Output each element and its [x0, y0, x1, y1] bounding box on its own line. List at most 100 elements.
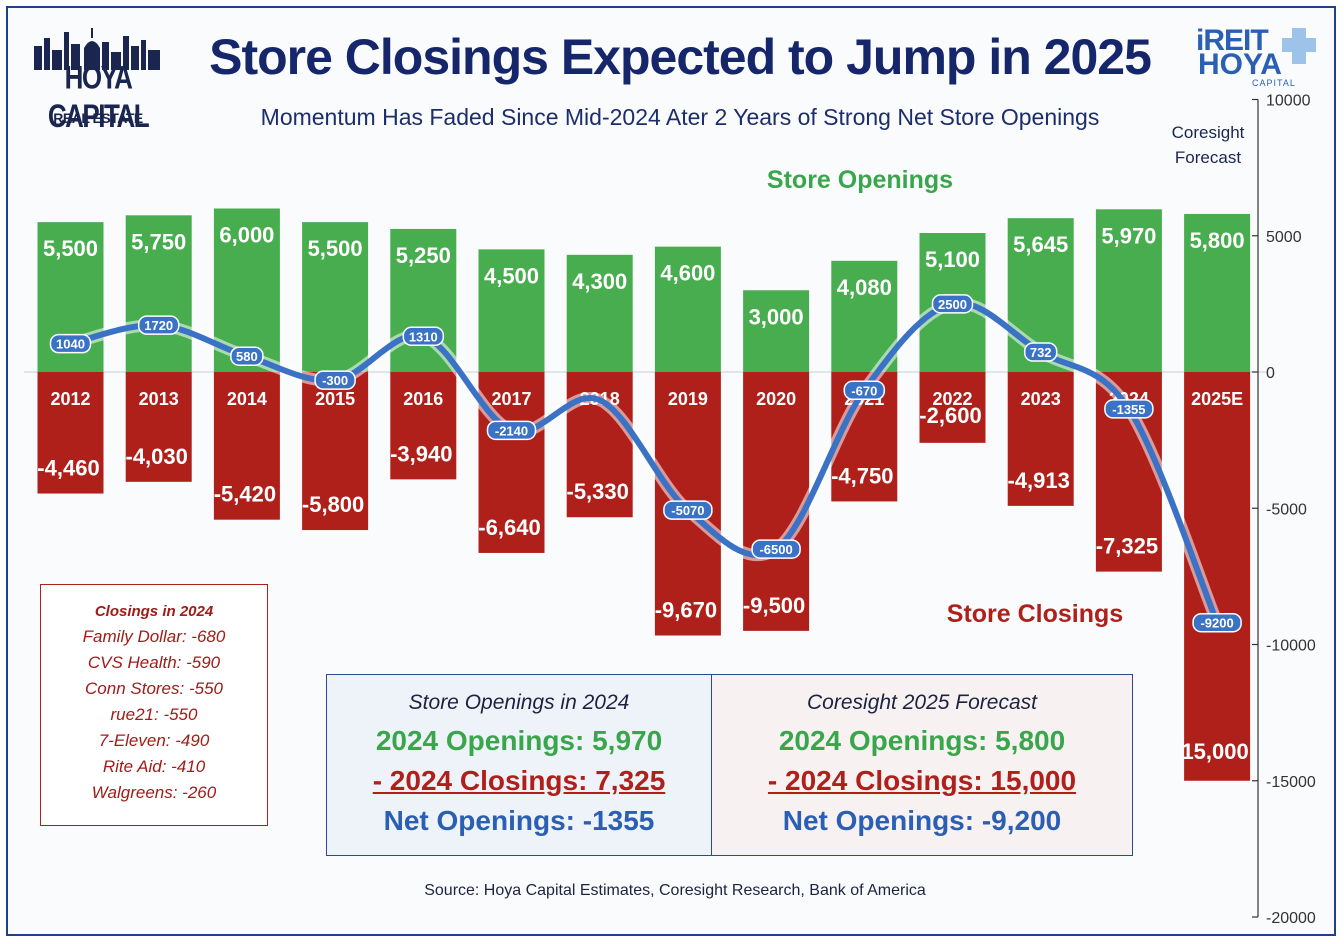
- closings-label: -9,500: [743, 593, 805, 618]
- category-label: 2016: [403, 389, 443, 409]
- net-label: -300: [322, 373, 348, 388]
- summary-heading: Coresight 2025 Forecast: [807, 691, 1037, 714]
- summary-net: Net Openings: -9,200: [782, 805, 1062, 836]
- openings-label: 5,100: [925, 247, 980, 272]
- net-label: -1355: [1112, 402, 1145, 417]
- summary-closings: - 2024 Closings: 15,000: [767, 765, 1077, 796]
- openings-bar: [1184, 213, 1251, 372]
- closings-label: -7,325: [1096, 534, 1158, 559]
- y-tick-label: 5000: [1266, 229, 1302, 246]
- net-label-pill: [931, 294, 974, 314]
- page-title: Store Closings Expected to Jump in 2025: [209, 29, 1152, 85]
- category-label: 2025E: [1191, 389, 1243, 409]
- closings-label: 15,000: [1181, 739, 1248, 764]
- list-item: CVS Health: -590: [87, 653, 221, 672]
- net-label: 732: [1030, 345, 1052, 360]
- net-label: -2140: [495, 423, 528, 438]
- y-tick-label: 10000: [1266, 93, 1311, 110]
- openings-bar: [1095, 209, 1162, 372]
- list-item: rue21: -550: [110, 705, 198, 724]
- list-item: Walgreens: -260: [91, 783, 217, 802]
- closings-bar: [125, 372, 192, 482]
- openings-label: 4,600: [660, 261, 715, 286]
- closings-bar: [478, 372, 545, 553]
- openings-label: 5,500: [308, 236, 363, 261]
- list-item: 7-Eleven: -490: [98, 731, 210, 750]
- openings-label: 5,970: [1101, 223, 1156, 248]
- forecast-note: Coresight Forecast: [1160, 120, 1256, 170]
- summary-openings: 2024 Openings: 5,800: [778, 725, 1066, 756]
- closings-bar: [743, 372, 810, 631]
- closings-label: -3,940: [390, 441, 452, 466]
- net-label-pill: [1104, 399, 1154, 419]
- source-note: Source: Hoya Capital Estimates, Coresigh…: [424, 882, 926, 899]
- logo-hoya-text: HOYA: [1198, 48, 1282, 81]
- logo-sub-text: REAL ESTATE: [53, 110, 143, 126]
- y-tick-label: -20000: [1266, 910, 1316, 927]
- forecast-note-line: Coresight: [1171, 123, 1245, 142]
- net-label-pill: [751, 539, 801, 559]
- closings-label: -4,460: [37, 456, 99, 481]
- category-label: 2012: [50, 389, 90, 409]
- openings-label: 3,000: [749, 304, 804, 329]
- closings-label: -4,030: [126, 444, 188, 469]
- closings-bar: [302, 372, 369, 531]
- openings-label: 6,000: [219, 223, 274, 248]
- net-label-pill: [486, 420, 537, 441]
- net-label: -5070: [671, 503, 704, 518]
- openings-label: 4,080: [837, 275, 892, 300]
- openings-bar: [654, 246, 721, 372]
- logo-ireit-text: iREIT: [1196, 24, 1269, 57]
- closings-bar: [919, 372, 986, 443]
- closings-bar: [1007, 372, 1074, 506]
- closings-label: -4,913: [1008, 468, 1070, 493]
- logo-main-text: HOYA CAPITAL: [47, 58, 150, 135]
- openings-label: 4,500: [484, 263, 539, 288]
- category-label: 2019: [668, 389, 708, 409]
- list-item: Conn Stores: -550: [85, 679, 223, 698]
- forecast-note-line: Forecast: [1174, 148, 1242, 167]
- net-label: -6500: [759, 542, 792, 557]
- net-label: 1040: [56, 337, 85, 352]
- closings-label: -2,600: [919, 403, 981, 428]
- category-label: 2022: [932, 389, 972, 409]
- list-item: Rite Aid: -410: [102, 757, 206, 776]
- summary-2024-box: Store Openings in 2024 2024 Openings: 5,…: [326, 674, 712, 856]
- net-label: -670: [851, 383, 877, 398]
- net-label-pill: [49, 333, 92, 354]
- openings-bar: [302, 222, 369, 372]
- openings-bar: [566, 254, 633, 372]
- summary-net: Net Openings: -1355: [383, 805, 655, 836]
- openings-label: 5,800: [1190, 228, 1245, 253]
- net-label-pill: [663, 500, 713, 520]
- closings-label: -5,420: [214, 482, 276, 507]
- closings-bar: [213, 372, 280, 520]
- openings-bar: [125, 215, 192, 372]
- closings-label: -9,670: [655, 598, 717, 623]
- net-label: 580: [236, 349, 258, 364]
- cross-icon: [1282, 28, 1316, 64]
- net-label-pill: [137, 315, 180, 335]
- openings-label: 5,645: [1013, 232, 1068, 257]
- closings-bar: [390, 372, 457, 480]
- net-label: 2500: [938, 297, 967, 312]
- summary-closings-row: - 2024 Closings: 15,000: [712, 765, 1132, 797]
- skyline-icon: [34, 28, 160, 70]
- net-label-pill: [314, 370, 356, 390]
- closings-label: -5,800: [302, 492, 364, 517]
- net-label-pill: [843, 380, 886, 401]
- closings-label: -6,640: [478, 515, 540, 540]
- category-label: 2023: [1021, 389, 1061, 409]
- category-label: 2013: [139, 389, 179, 409]
- summary-closings: - 2024 Closings: 7,325: [372, 765, 666, 796]
- category-label: 2020: [756, 389, 796, 409]
- y-tick-label: -10000: [1266, 638, 1316, 655]
- category-label: 2015: [315, 389, 355, 409]
- ireit-hoya-logo: iREIT HOYA CAPITAL: [1196, 24, 1332, 96]
- page-subtitle: Momentum Has Faded Since Mid-2024 Ater 2…: [260, 104, 1100, 130]
- openings-bar: [743, 290, 810, 372]
- summary-closings-row: - 2024 Closings: 7,325: [327, 765, 711, 797]
- closings-box-title: Closings in 2024: [94, 603, 214, 620]
- summary-2025-box: Coresight 2025 Forecast 2024 Openings: 5…: [711, 674, 1133, 856]
- net-label: -9200: [1200, 616, 1233, 631]
